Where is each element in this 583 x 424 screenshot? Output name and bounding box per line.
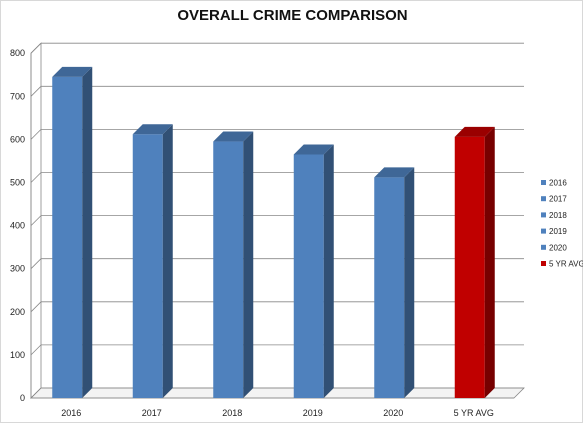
x-tick-label: 2018 — [222, 408, 242, 418]
bar-side — [484, 126, 495, 399]
x-tick-label: 5 YR AVG — [454, 408, 494, 418]
legend-swatch — [541, 228, 546, 234]
legend-item: 2020 — [549, 243, 567, 252]
bar-2020 — [374, 177, 405, 398]
gridline-depth — [30, 387, 42, 399]
y-tick-label: 100 — [10, 350, 25, 360]
bar-side — [243, 131, 254, 398]
x-tick-label: 2020 — [383, 408, 403, 418]
legend-swatch — [541, 196, 546, 202]
bar-2019 — [293, 154, 324, 398]
chart-title: OVERALL CRIME COMPARISON — [177, 7, 408, 24]
legend-item: 5 YR AVG — [549, 260, 583, 269]
bar-side — [162, 124, 173, 398]
legend-item: 2019 — [549, 227, 567, 236]
bar-top — [52, 66, 93, 77]
legend-swatch — [541, 180, 546, 185]
gridline-depth — [30, 172, 42, 183]
bar-side — [404, 167, 415, 398]
gridline-depth — [30, 301, 42, 313]
gridline-depth — [30, 129, 42, 140]
bar-top — [374, 167, 415, 178]
legend-swatch — [541, 244, 546, 250]
bar-2018 — [213, 141, 244, 398]
y-tick-label: 800 — [10, 48, 25, 58]
gridline-depth — [30, 215, 42, 226]
gridline-depth — [30, 258, 42, 269]
legend-item: 2017 — [549, 195, 567, 204]
gridline-depth — [30, 344, 42, 356]
legend-swatch — [541, 261, 546, 266]
y-tick-label: 700 — [10, 91, 25, 101]
x-tick-label: 2019 — [303, 408, 323, 418]
gridline-depth — [30, 86, 42, 97]
floor — [30, 387, 525, 399]
y-tick-label: 300 — [10, 264, 25, 274]
y-tick-label: 200 — [10, 307, 25, 317]
bar-top — [213, 131, 254, 142]
y-tick-label: 0 — [20, 393, 25, 403]
bar-5-yr-avg — [454, 136, 485, 398]
x-tick-label: 2017 — [142, 408, 162, 418]
bar-top — [293, 144, 334, 155]
y-tick-label: 500 — [10, 178, 25, 188]
bar-2016 — [52, 76, 83, 398]
bar-top — [132, 124, 173, 135]
legend-item: 2016 — [549, 179, 567, 188]
x-tick-label: 2016 — [61, 408, 81, 418]
legend-item: 2018 — [549, 211, 567, 220]
y-tick-label: 400 — [10, 221, 25, 231]
bar-side — [323, 144, 334, 398]
legend-swatch — [541, 212, 546, 218]
y-tick-label: 600 — [10, 134, 25, 144]
bar-2017 — [132, 134, 163, 398]
gridline-depth — [30, 42, 42, 54]
bar-top — [454, 126, 495, 137]
bar-side — [82, 66, 93, 398]
